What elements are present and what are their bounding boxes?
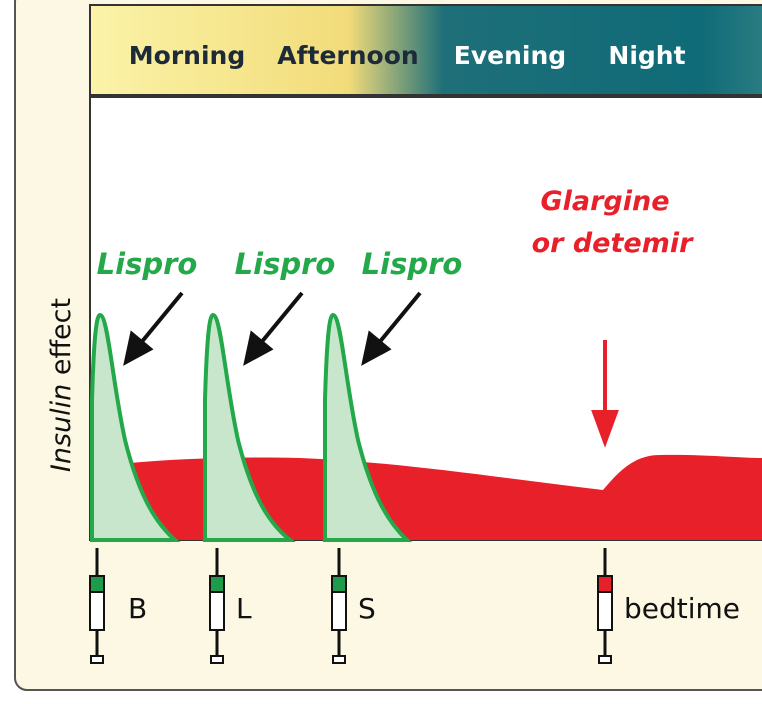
rapid-label: Lispro [235,247,336,281]
rapid-curve [203,312,296,542]
rapid-curve [323,312,413,542]
syringe-end [598,655,612,664]
injection-label: bedtime [624,592,740,625]
arrows [123,291,422,366]
time-band [89,4,762,96]
injection-label: S [358,592,376,625]
basal-label: or detemir [532,228,695,259]
syringe-end [210,655,224,664]
rapid-label: Lispro [97,247,198,281]
syringe-cap [209,575,225,593]
syringes [89,548,613,664]
injection-label: B [128,592,147,625]
rapid-curve [90,312,181,542]
time-label: Afternoon [277,41,418,70]
syringe-end [90,655,104,664]
injection-label: L [236,592,252,625]
rapid-label: Lispro [362,247,463,281]
basal-arrow [591,340,619,448]
time-label: Morning [129,41,245,70]
time-label: Night [608,41,685,70]
syringe-body [89,591,105,631]
syringe-cap [331,575,347,593]
syringe-body [597,591,613,631]
time-label: Evening [454,41,566,70]
y-axis-label-rest: effect [46,298,77,375]
syringe-body [331,591,347,631]
syringe-cap [89,575,105,593]
basal-label: Glargine [540,186,669,217]
y-axis-label: Insulin effect [46,298,77,472]
syringe-end [332,655,346,664]
syringe-cap [597,575,613,593]
syringe-body [209,591,225,631]
y-axis-label-italic: Insulin [46,384,77,472]
